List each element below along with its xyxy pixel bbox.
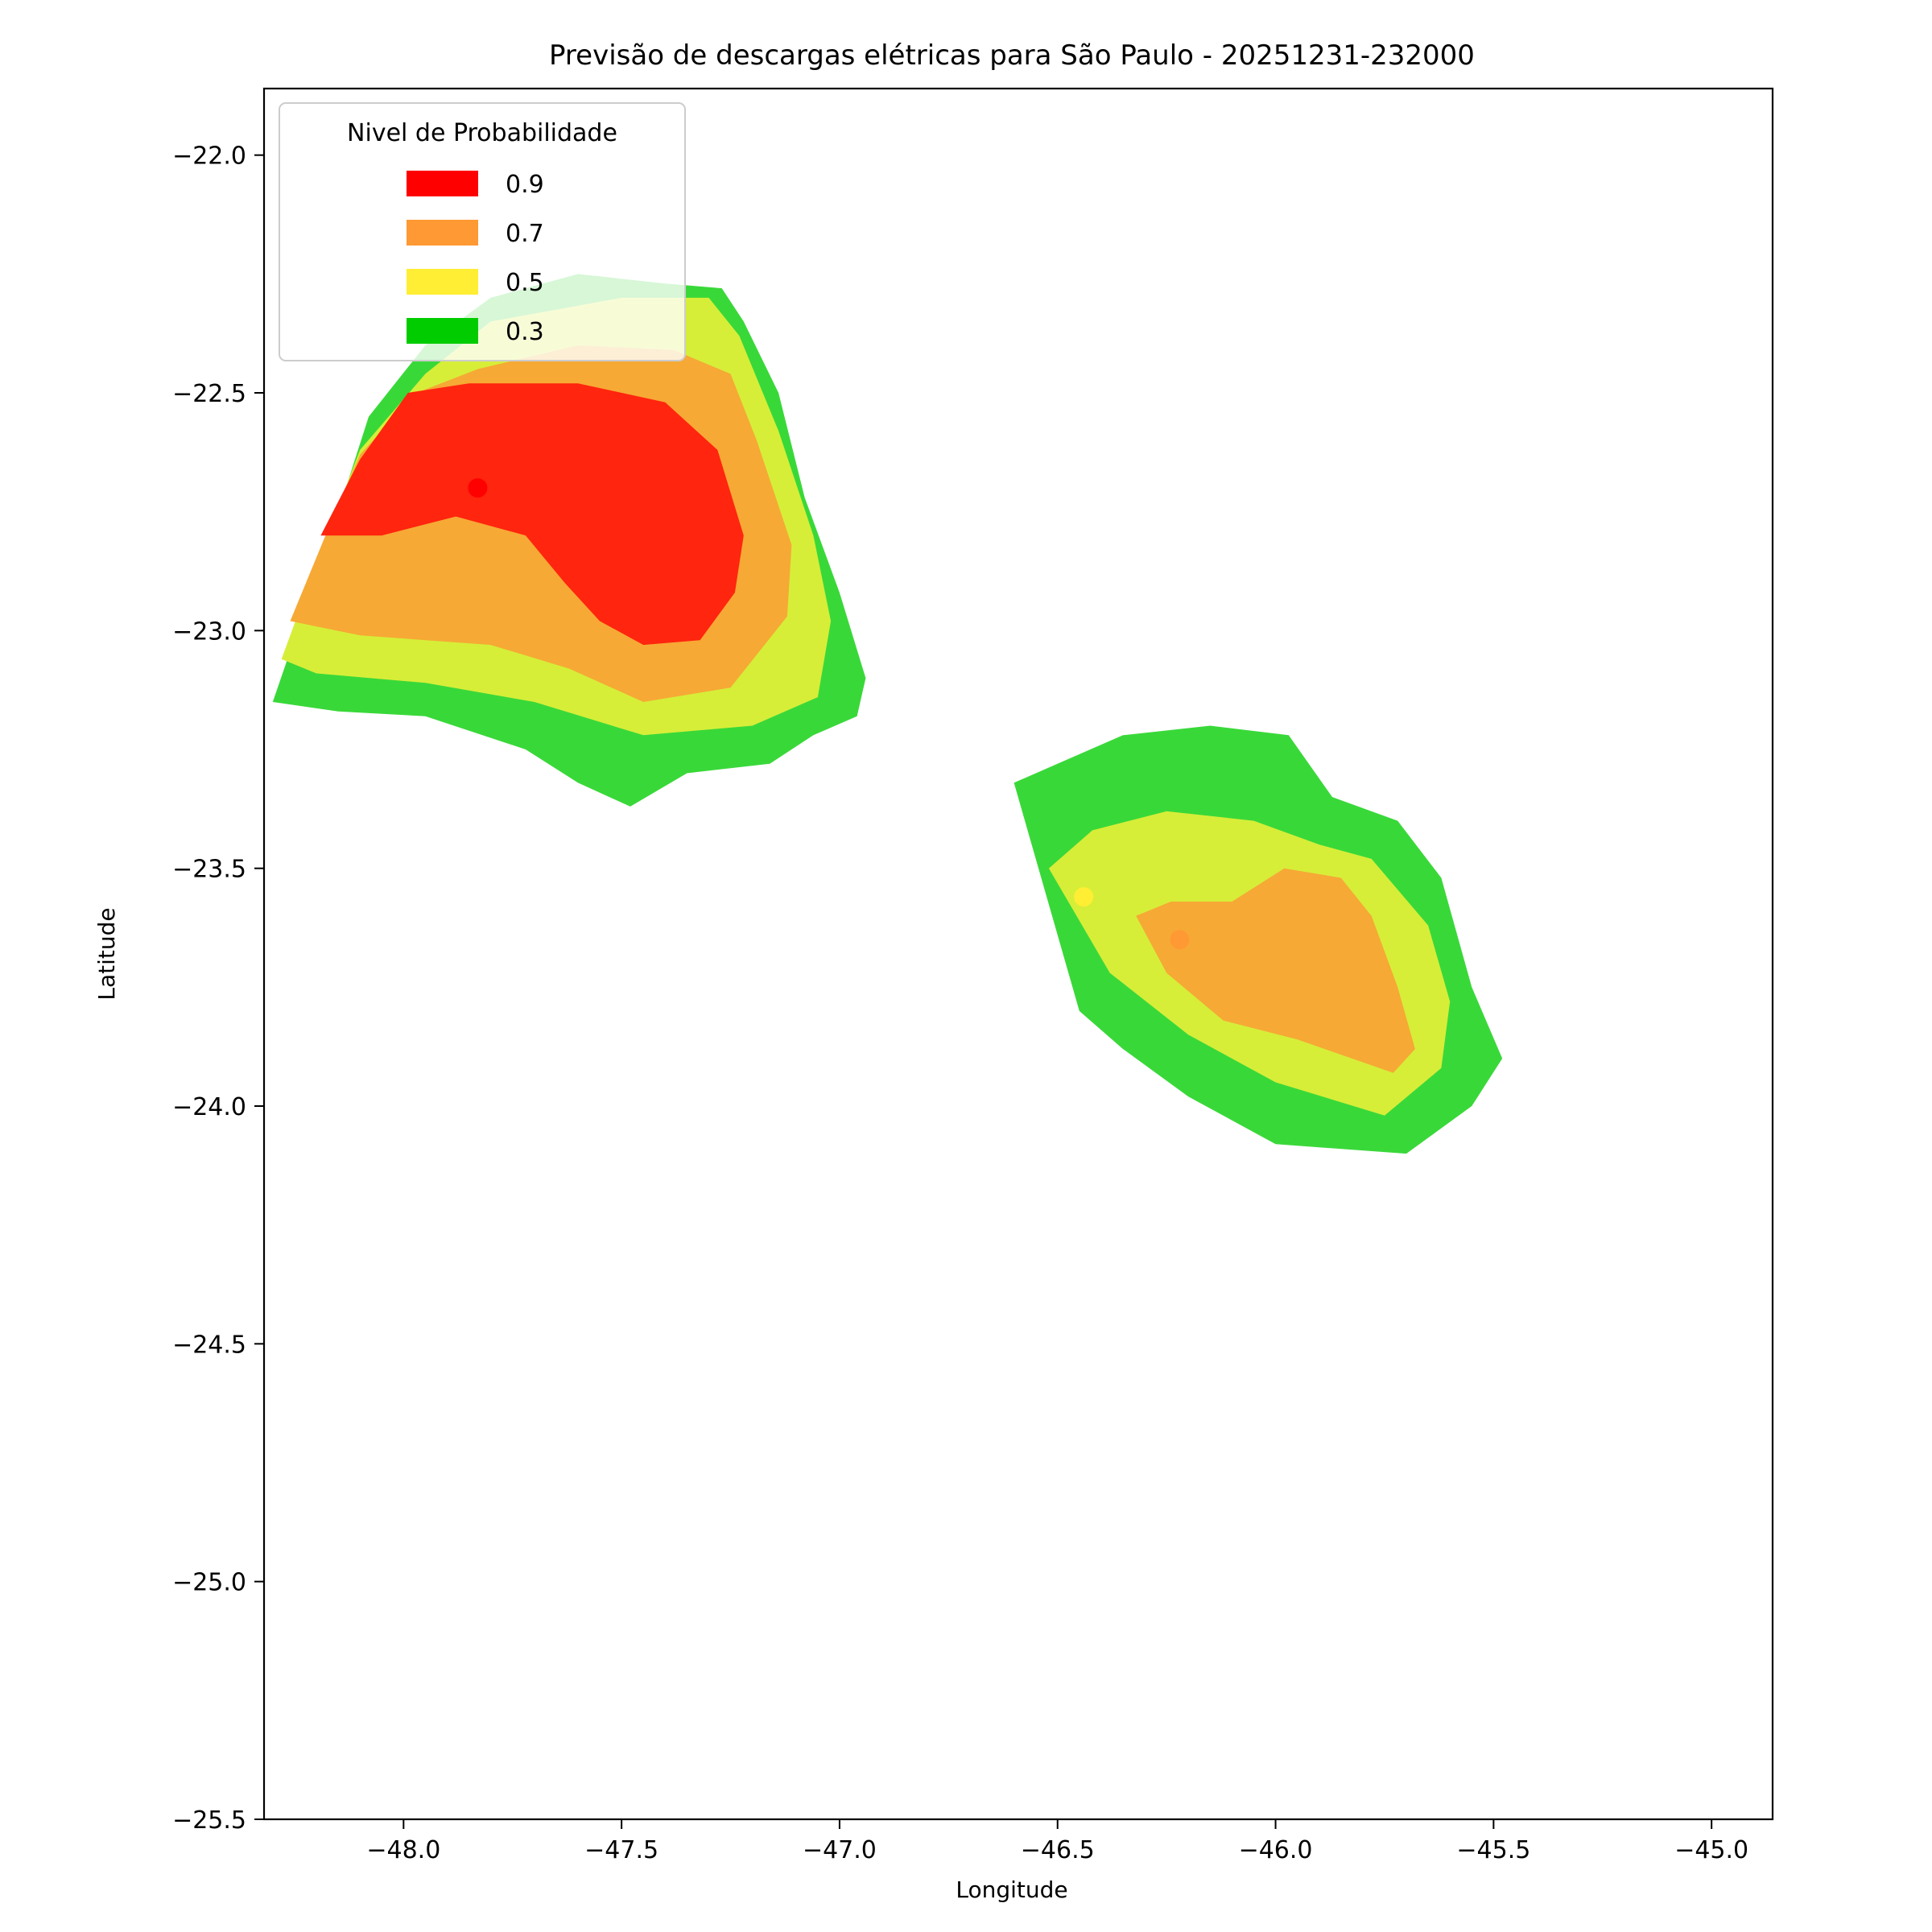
y-tick-label: −23.0	[172, 617, 246, 646]
y-tick-label: −24.5	[172, 1331, 246, 1359]
legend-swatch-05	[407, 269, 478, 295]
x-tick-label: −48.0	[366, 1836, 440, 1864]
y-tick-label: −25.0	[172, 1569, 246, 1597]
y-tick-label: −22.0	[172, 142, 246, 171]
legend-swatch-09	[407, 171, 478, 196]
axes-frame	[262, 87, 1774, 1821]
legend-label-09: 0.9	[506, 171, 544, 199]
chart-title: Previsão de descargas elétricas para São…	[549, 39, 1475, 72]
x-axis-label: Longitude	[956, 1876, 1067, 1903]
legend-title: Nivel de Probabilidade	[347, 119, 617, 147]
x-tick-label: −47.5	[584, 1836, 658, 1864]
cell-southeast-level-07-region	[1136, 868, 1415, 1073]
legend-label-07: 0.7	[506, 220, 544, 248]
y-tick-label: −24.0	[172, 1093, 246, 1121]
marker-point-3	[1170, 930, 1190, 950]
cell-northwest-level-09-region	[320, 383, 744, 646]
y-tick-label: −23.5	[172, 856, 246, 884]
y-tick-label: −25.5	[172, 1806, 246, 1835]
y-tick-label: −22.5	[172, 380, 246, 408]
x-tick-label: −45.0	[1674, 1836, 1748, 1864]
y-axis-label: Latitude	[93, 907, 120, 1000]
x-tick-label: −47.0	[803, 1836, 877, 1864]
x-tick-label: −46.0	[1239, 1836, 1313, 1864]
x-tick-label: −46.5	[1021, 1836, 1095, 1864]
legend-label-05: 0.5	[506, 269, 544, 297]
legend-swatch-03	[407, 318, 478, 344]
legend: Nivel de Probabilidade 0.9 0.7 0.5 0.3	[279, 102, 686, 361]
marker-point-1	[468, 478, 488, 498]
x-tick-label: −45.5	[1456, 1836, 1530, 1864]
marker-point-2	[1074, 887, 1094, 907]
legend-box	[279, 102, 686, 361]
plot-area	[272, 274, 1503, 1154]
legend-swatch-07	[407, 220, 478, 246]
legend-label-03: 0.3	[506, 318, 544, 346]
axes: −48.0 −47.5 −47.0 −46.5 −46.0 −45.5 −45.0 −22.0…	[172, 87, 1774, 1864]
